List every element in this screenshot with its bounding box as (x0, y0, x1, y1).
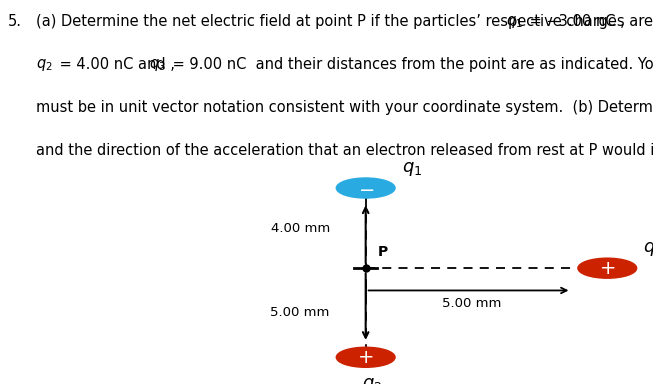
Text: 5.00 mm: 5.00 mm (270, 306, 330, 319)
Text: $q_3$: $q_3$ (149, 57, 166, 73)
Text: 5.00 mm: 5.00 mm (442, 297, 502, 310)
Text: $q_3$: $q_3$ (643, 240, 653, 258)
Text: $+$: $+$ (357, 348, 374, 367)
Text: = 9.00 nC  and their distances from the point are as indicated. Your answer: = 9.00 nC and their distances from the p… (168, 57, 653, 72)
Text: P: P (377, 245, 388, 259)
Text: = 4.00 nC and ,: = 4.00 nC and , (55, 57, 180, 72)
Text: $q_1$: $q_1$ (506, 14, 523, 30)
Text: $q_2$: $q_2$ (362, 376, 382, 384)
Text: 5.: 5. (8, 14, 22, 29)
Text: $q_2$: $q_2$ (36, 57, 53, 73)
Circle shape (336, 347, 395, 367)
Text: $+$: $+$ (599, 259, 616, 278)
Text: 4.00 mm: 4.00 mm (270, 222, 330, 235)
Text: (a) Determine the net electric field at point P if the particles’ respective cha: (a) Determine the net electric field at … (36, 14, 653, 29)
Text: $q_1$: $q_1$ (402, 160, 422, 178)
Text: and the direction of the acceleration that an electron released from rest at P w: and the direction of the acceleration th… (36, 143, 653, 159)
Text: must be in unit vector notation consistent with your coordinate system.  (b) Det: must be in unit vector notation consiste… (36, 100, 653, 115)
Text: = −3.00 nC ,: = −3.00 nC , (525, 14, 625, 29)
Circle shape (578, 258, 637, 278)
Circle shape (336, 178, 395, 198)
Text: $-$: $-$ (358, 179, 374, 197)
